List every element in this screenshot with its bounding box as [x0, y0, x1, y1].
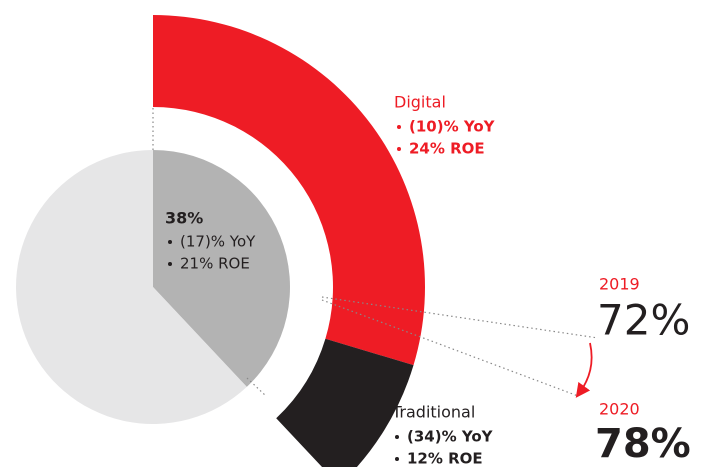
segment-name: Traditional	[391, 403, 475, 422]
note: 21% ROE	[180, 255, 250, 273]
note: (17)% YoY	[180, 233, 256, 251]
share: 78%	[595, 421, 691, 467]
year: 2019	[599, 275, 640, 294]
year: 2020	[599, 400, 640, 419]
note: (34)% YoY	[407, 428, 494, 446]
note: (10)% YoY	[409, 118, 496, 136]
pie-slice	[153, 150, 291, 387]
bullet	[395, 435, 399, 439]
segment-name: Digital	[394, 93, 446, 112]
bullet	[397, 125, 401, 129]
ring-segment	[276, 338, 414, 467]
bullet	[397, 147, 401, 151]
bullet	[168, 240, 172, 244]
labels: 38% (17)% YoY 21% ROE Digital (10)% YoY 24% R…	[165, 93, 691, 467]
slice-label: 38%	[165, 209, 203, 228]
bullet	[168, 262, 172, 266]
bullet	[395, 457, 399, 461]
ring-segment	[153, 15, 425, 366]
marks	[16, 15, 425, 467]
connector	[321, 299, 579, 397]
note: 12% ROE	[407, 450, 483, 467]
connector	[321, 296, 599, 339]
change-arrow	[575, 342, 593, 398]
note: 24% ROE	[409, 140, 485, 158]
pie-slice	[16, 150, 247, 425]
share: 72%	[597, 296, 690, 345]
